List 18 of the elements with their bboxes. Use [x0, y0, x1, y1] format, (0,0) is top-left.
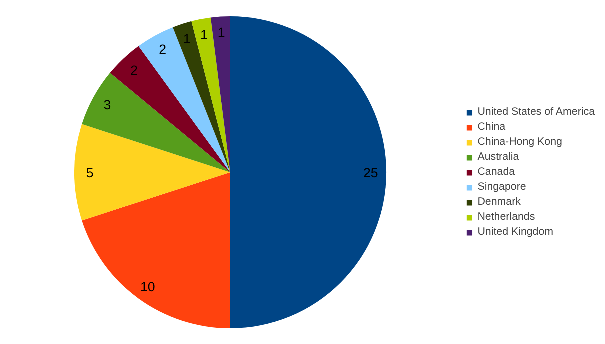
legend-label: China-Hong Kong	[478, 136, 562, 148]
data-label: 1	[183, 32, 191, 47]
legend-label: Australia	[478, 151, 520, 163]
data-label: 1	[200, 27, 208, 42]
legend-label: Netherlands	[478, 211, 536, 223]
data-label: 1	[218, 25, 226, 40]
legend-label: Singapore	[478, 181, 526, 193]
data-label: 25	[363, 166, 378, 180]
legend-label: Canada	[478, 166, 516, 178]
data-label: 2	[130, 62, 138, 78]
legend-label: United Kingdom	[478, 226, 554, 238]
data-label: 10	[140, 279, 156, 294]
legend-label: Denmark	[478, 196, 521, 208]
legend-label: United States of America	[478, 106, 595, 118]
legend-label: China	[478, 121, 506, 133]
data-label: 2	[159, 42, 167, 58]
data-label: 3	[104, 98, 112, 113]
data-label: 5	[86, 166, 94, 180]
